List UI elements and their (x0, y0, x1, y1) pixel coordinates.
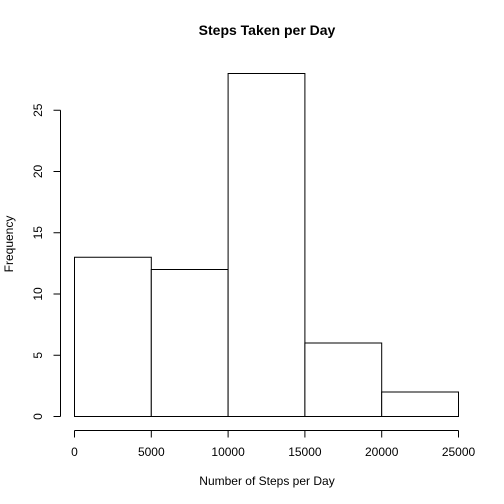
x-tick-label: 20000 (365, 445, 399, 459)
x-tick-label: 10000 (211, 445, 245, 459)
y-tick-label: 5 (31, 352, 45, 359)
x-axis-label: Number of Steps per Day (199, 474, 334, 488)
chart-title: Steps Taken per Day (199, 22, 336, 38)
x-tick-label: 15000 (288, 445, 322, 459)
y-tick-label: 25 (31, 103, 45, 117)
y-tick-label: 10 (31, 287, 45, 301)
histogram-bar (150, 269, 229, 417)
y-axis-label: Frequency (2, 216, 16, 273)
x-tick-label: 25000 (442, 445, 476, 459)
x-tick-label: 5000 (138, 445, 165, 459)
histogram-bar (381, 391, 460, 417)
x-tick-label: 0 (71, 445, 78, 459)
histogram-bar (304, 342, 383, 417)
y-tick-label: 20 (31, 165, 45, 179)
y-tick-label: 15 (31, 226, 45, 240)
x-axis: 0 5000 10000 15000 20000 25000 (71, 430, 476, 459)
histogram-bar (74, 256, 152, 417)
histogram-bars (74, 73, 460, 417)
y-axis: 0 5 10 15 20 25 (31, 103, 61, 420)
histogram-bar (227, 73, 306, 417)
y-tick-label: 0 (31, 413, 45, 420)
